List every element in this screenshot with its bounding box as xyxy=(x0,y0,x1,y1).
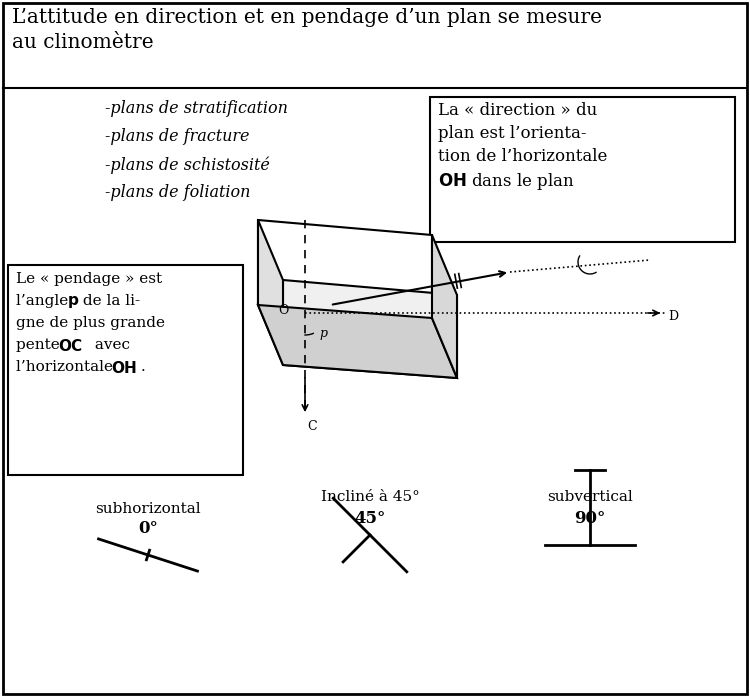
Bar xyxy=(8,265,243,475)
Text: $\mathbf{OH}$: $\mathbf{OH}$ xyxy=(111,360,137,376)
Polygon shape xyxy=(258,220,283,365)
Text: -plans de fracture: -plans de fracture xyxy=(105,128,250,145)
Text: $\mathbf{p}$: $\mathbf{p}$ xyxy=(67,294,80,310)
Text: D: D xyxy=(668,310,678,323)
Text: $\mathbf{OH}$ dans le plan: $\mathbf{OH}$ dans le plan xyxy=(438,171,575,192)
Text: C: C xyxy=(307,420,316,433)
Bar xyxy=(430,97,735,242)
Text: Incliné à 45°: Incliné à 45° xyxy=(320,490,419,504)
Text: l’angle: l’angle xyxy=(16,294,74,308)
Text: l’horizontale: l’horizontale xyxy=(16,360,118,374)
Polygon shape xyxy=(258,220,432,318)
Text: .: . xyxy=(141,360,146,374)
Text: subvertical: subvertical xyxy=(547,490,633,504)
Text: tion de l’horizontale: tion de l’horizontale xyxy=(438,148,608,165)
Polygon shape xyxy=(283,280,457,378)
Text: de la li-: de la li- xyxy=(78,294,140,308)
Text: 0°: 0° xyxy=(138,520,158,537)
Text: -plans de stratification: -plans de stratification xyxy=(105,100,288,117)
Text: 90°: 90° xyxy=(574,510,606,527)
Text: Le « pendage » est: Le « pendage » est xyxy=(16,272,162,286)
Text: pente: pente xyxy=(16,338,64,352)
Text: gne de plus grande: gne de plus grande xyxy=(16,316,165,330)
Text: p: p xyxy=(319,327,327,340)
Text: plan est l’orienta-: plan est l’orienta- xyxy=(438,125,586,142)
Text: subhorizontal: subhorizontal xyxy=(95,502,201,516)
Text: La « direction » du: La « direction » du xyxy=(438,102,597,119)
Polygon shape xyxy=(432,235,457,378)
Text: O: O xyxy=(279,305,289,318)
Text: -plans de foliation: -plans de foliation xyxy=(105,184,250,201)
Text: -plans de schistosité: -plans de schistosité xyxy=(105,156,270,174)
Polygon shape xyxy=(258,305,457,378)
Text: avec: avec xyxy=(90,338,130,352)
Text: $\mathbf{OC}$: $\mathbf{OC}$ xyxy=(58,338,83,354)
Text: L’attitude en direction et en pendage d’un plan se mesure
au clinomètre: L’attitude en direction et en pendage d’… xyxy=(12,8,602,52)
Text: 45°: 45° xyxy=(354,510,386,527)
